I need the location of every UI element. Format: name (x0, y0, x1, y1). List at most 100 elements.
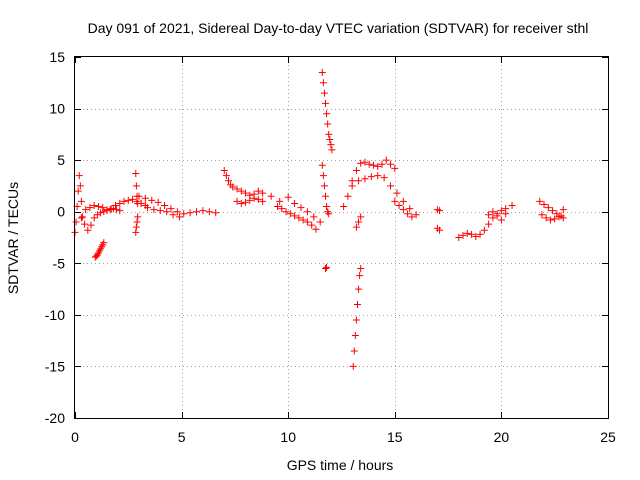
data-point (259, 197, 267, 205)
data-point (459, 231, 467, 239)
data-point (291, 212, 299, 220)
data-point (274, 203, 282, 211)
data-point (497, 216, 505, 224)
data-point (233, 197, 241, 205)
data-point (328, 146, 336, 154)
data-point (254, 195, 262, 203)
data-point (303, 208, 311, 216)
data-point (489, 208, 497, 216)
data-point (87, 221, 95, 229)
data-point (351, 331, 359, 339)
data-point (143, 204, 151, 212)
data-point (278, 205, 286, 213)
data-point (212, 209, 220, 217)
data-point (489, 214, 497, 222)
series-arc-13 (318, 68, 336, 154)
data-point (485, 220, 493, 228)
data-point (94, 203, 102, 211)
data-point (291, 199, 299, 207)
data-point (237, 187, 245, 195)
chart-title: Day 091 of 2021, Sidereal Day-to-day VTE… (88, 20, 589, 36)
data-point (436, 207, 444, 215)
data-point (404, 210, 412, 218)
data-point (156, 207, 164, 215)
data-point (502, 210, 510, 218)
series-arc-18 (349, 264, 365, 370)
data-point (242, 189, 250, 197)
data-point (344, 192, 352, 200)
series-arc-14 (318, 161, 333, 218)
data-point (349, 362, 357, 370)
data-point (229, 183, 237, 191)
data-point (319, 172, 327, 180)
y-tick-label: -10 (45, 307, 65, 323)
data-point (357, 159, 365, 167)
data-point (169, 211, 177, 219)
data-point (316, 218, 324, 226)
y-tick-label: 5 (57, 152, 65, 168)
data-point (374, 172, 382, 180)
series-arc-08 (137, 199, 183, 221)
data-point (120, 197, 128, 205)
data-point (148, 196, 156, 204)
data-point (132, 223, 140, 231)
x-tick-label: 20 (494, 429, 510, 445)
data-point (355, 218, 363, 226)
x-axis-label: GPS time / hours (287, 457, 394, 473)
data-point (551, 215, 559, 223)
data-point (361, 158, 369, 166)
data-point (137, 199, 145, 207)
data-point (340, 203, 348, 211)
data-point (99, 204, 107, 212)
series-arc-26 (538, 206, 567, 224)
data-point (406, 205, 414, 213)
data-point (352, 316, 360, 324)
data-point (308, 221, 316, 229)
data-point (322, 264, 330, 272)
data-point (391, 164, 399, 172)
data-point (323, 263, 331, 271)
data-point (74, 187, 82, 195)
data-point (132, 170, 140, 178)
data-point (508, 202, 516, 210)
series-arc-16 (340, 156, 399, 211)
data-point (352, 166, 360, 174)
data-point (84, 226, 92, 234)
series-arc-17 (348, 172, 420, 219)
data-point (352, 223, 360, 231)
data-point (81, 220, 89, 228)
data-point (559, 214, 567, 222)
series-arc-21 (433, 206, 444, 215)
data-point (408, 213, 416, 221)
data-point (90, 214, 98, 222)
data-point (222, 172, 230, 180)
series-arc-15 (322, 263, 331, 272)
data-point (391, 197, 399, 205)
data-point (237, 199, 245, 207)
data-point (254, 187, 262, 195)
data-point (356, 272, 364, 280)
data-point (348, 182, 356, 190)
data-point (480, 226, 488, 234)
data-point (387, 160, 395, 168)
data-point (318, 161, 326, 169)
data-point (154, 198, 162, 206)
y-axis-label: SDTVAR / TECUs (5, 182, 21, 294)
data-point (276, 197, 284, 205)
data-point (246, 196, 254, 204)
data-point (493, 212, 501, 220)
data-point (544, 204, 552, 212)
data-point (312, 225, 320, 233)
data-point (161, 202, 169, 210)
data-point (497, 207, 505, 215)
data-point (250, 194, 258, 202)
data-point (538, 211, 546, 219)
data-point (167, 205, 175, 213)
data-point (132, 228, 140, 236)
data-point (374, 162, 382, 170)
data-point (320, 89, 328, 97)
y-tick-label: 0 (57, 204, 65, 220)
data-point (325, 210, 333, 218)
series-arc-24 (485, 208, 510, 224)
